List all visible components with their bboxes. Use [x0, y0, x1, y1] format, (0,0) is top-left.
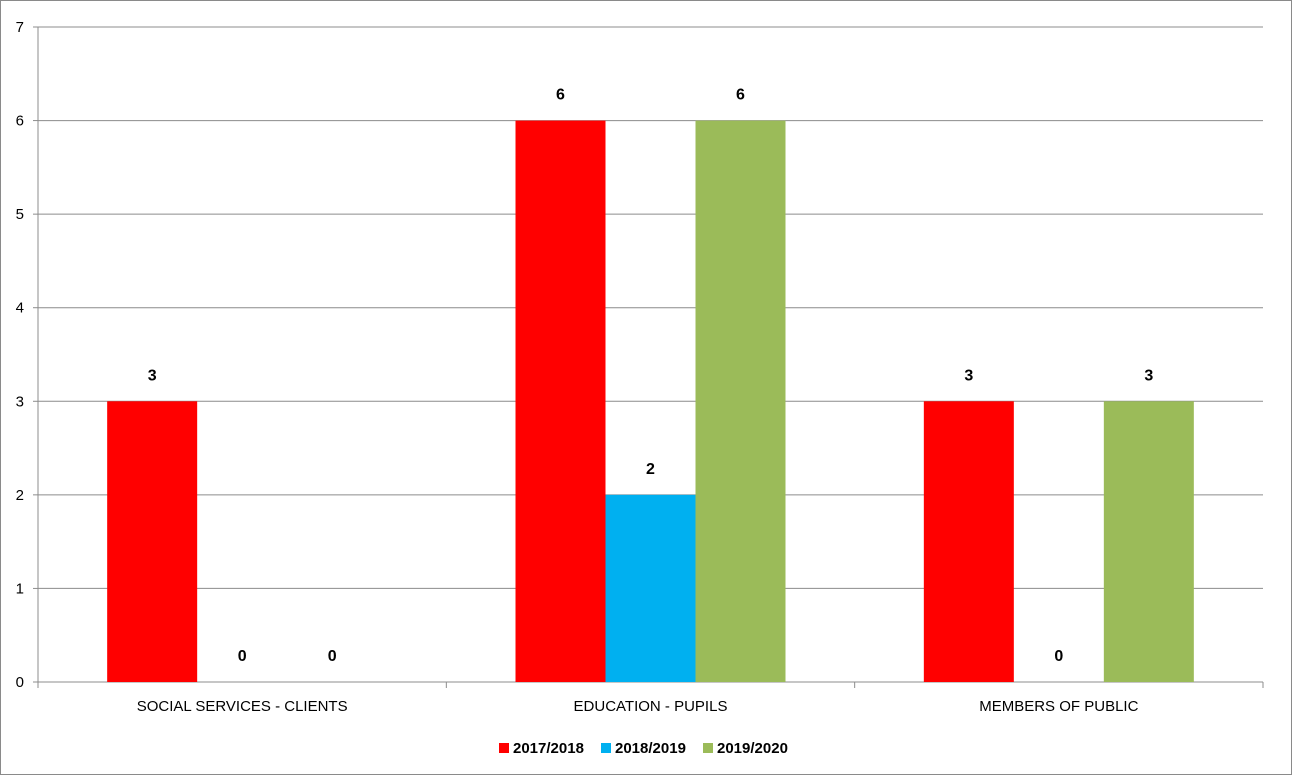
bar [605, 494, 696, 682]
bar [923, 401, 1014, 682]
data-label: 3 [1144, 367, 1153, 384]
category-label: SOCIAL SERVICES - CLIENTS [137, 698, 348, 715]
category-label: MEMBERS OF PUBLIC [979, 698, 1138, 715]
bar [695, 120, 786, 683]
y-tick-label: 1 [16, 580, 24, 597]
y-tick-label: 7 [16, 19, 24, 36]
data-label: 0 [328, 648, 337, 665]
data-label: 6 [556, 87, 565, 104]
legend-swatch [601, 743, 611, 753]
data-label: 0 [1054, 648, 1063, 665]
y-tick-label: 6 [16, 113, 24, 130]
y-tick-label: 5 [16, 206, 24, 223]
category-label: EDUCATION - PUPILS [574, 698, 728, 715]
data-label: 3 [148, 367, 157, 384]
y-tick-label: 4 [16, 300, 24, 317]
legend-label: 2018/2019 [615, 740, 686, 757]
data-label: 0 [238, 648, 247, 665]
data-label: 2 [646, 461, 655, 478]
y-tick-label: 2 [16, 487, 24, 504]
bar [515, 120, 606, 683]
y-tick-label: 3 [16, 393, 24, 410]
legend-label: 2019/2020 [717, 740, 788, 757]
data-label: 6 [736, 87, 745, 104]
legend-swatch [703, 743, 713, 753]
data-label: 3 [964, 367, 973, 384]
legend-label: 2017/2018 [513, 740, 584, 757]
legend-swatch [499, 743, 509, 753]
bar [1103, 401, 1194, 682]
bar [107, 401, 198, 682]
y-tick-label: 0 [16, 674, 24, 691]
